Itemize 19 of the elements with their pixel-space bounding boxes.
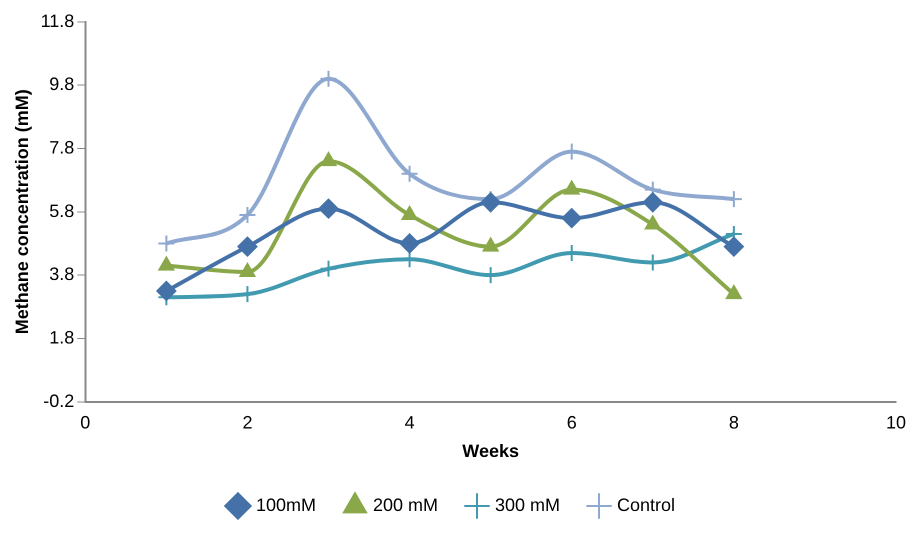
- legend-label: Control: [617, 494, 676, 515]
- legend-label: 300 mM: [495, 494, 560, 515]
- y-tick-label: 3.8: [49, 264, 74, 284]
- y-tick-label: -0.2: [43, 390, 74, 411]
- legend-label: 100mM: [256, 494, 316, 515]
- x-tick-label: 8: [728, 412, 739, 433]
- y-tick-label: 5.8: [49, 200, 74, 221]
- y-tick-label: 7.8: [49, 137, 74, 158]
- x-axis-title: Weeks: [462, 441, 520, 462]
- x-tick-label: 6: [566, 412, 577, 433]
- y-tick-label: 11.8: [40, 10, 74, 31]
- x-tick-label: 2: [242, 412, 252, 433]
- y-axis-title: Methane concentration (mM): [12, 89, 32, 334]
- legend-label: 200 mM: [372, 494, 438, 515]
- x-tick-label: 0: [80, 412, 90, 433]
- y-tick-label: 9.8: [49, 74, 74, 94]
- y-tick-label: 1.8: [49, 327, 74, 348]
- x-tick-label: 4: [404, 412, 415, 433]
- x-tick-label: 10: [886, 412, 906, 433]
